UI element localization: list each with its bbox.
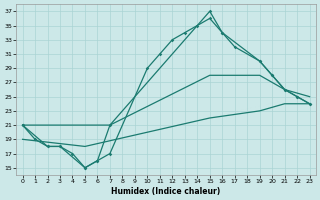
X-axis label: Humidex (Indice chaleur): Humidex (Indice chaleur) xyxy=(111,187,221,196)
